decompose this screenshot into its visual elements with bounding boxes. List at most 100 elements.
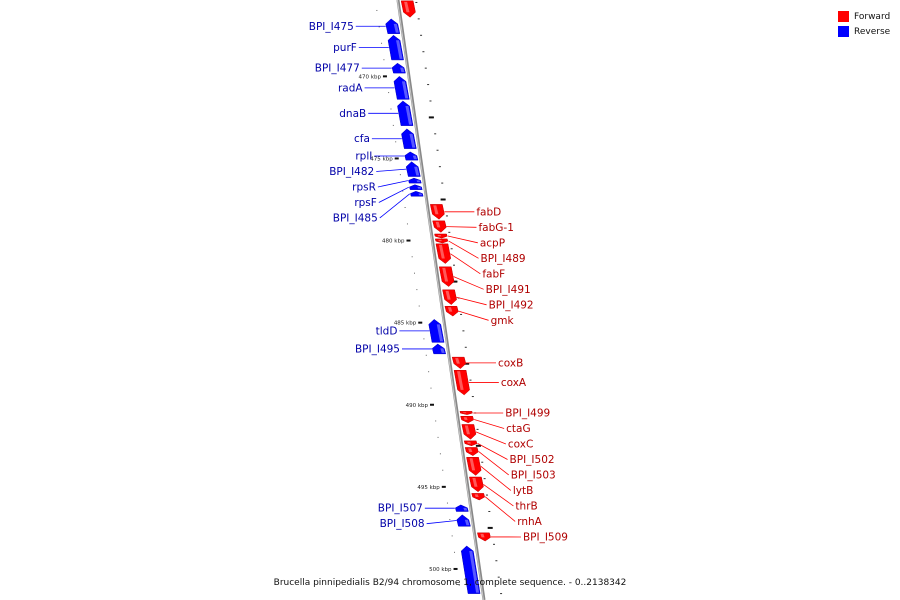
- gene-label[interactable]: coxA: [501, 377, 527, 389]
- gene-forward[interactable]: [400, 0, 416, 18]
- gene-label-leader: [475, 431, 507, 445]
- gene-features: [385, 0, 491, 594]
- gene-reverse[interactable]: [385, 18, 401, 34]
- gene-reverse[interactable]: [432, 343, 447, 355]
- gene-label[interactable]: dnaB: [339, 108, 366, 120]
- gene-forward[interactable]: [442, 289, 457, 305]
- gene-label[interactable]: rplI: [355, 150, 372, 162]
- gene-label[interactable]: cfa: [354, 133, 370, 145]
- gene-reverse[interactable]: [408, 177, 422, 184]
- gene-reverse[interactable]: [393, 76, 410, 100]
- gene-label[interactable]: BPI_I491: [486, 284, 531, 296]
- gene-arrow-highlight: [440, 348, 445, 353]
- legend-item-forward: Forward: [838, 9, 890, 24]
- gene-forward[interactable]: [444, 305, 459, 317]
- gene-label-leader: [478, 451, 509, 476]
- gene-label-leader: [453, 276, 484, 290]
- gene-forward[interactable]: [432, 220, 447, 233]
- gene-label-leader: [458, 310, 489, 321]
- gene-forward[interactable]: [459, 411, 473, 415]
- gene-arrow-highlight: [396, 40, 403, 59]
- gene-forward[interactable]: [466, 457, 482, 476]
- gene-reverse[interactable]: [409, 184, 423, 190]
- gene-reverse[interactable]: [405, 161, 421, 177]
- gene-label[interactable]: tldD: [376, 325, 398, 337]
- gene-reverse[interactable]: [391, 62, 406, 74]
- gene-forward[interactable]: [435, 243, 452, 264]
- gene-forward[interactable]: [460, 415, 474, 424]
- gene-forward[interactable]: [469, 476, 484, 493]
- gene-label[interactable]: acpP: [480, 237, 505, 249]
- gene-arrow-highlight: [447, 307, 453, 312]
- gene-forward[interactable]: [434, 233, 448, 239]
- gene-label-leader: [446, 226, 477, 228]
- gene-label[interactable]: thrB: [515, 500, 537, 512]
- gene-reverse[interactable]: [401, 128, 417, 149]
- gene-label-leader: [378, 186, 410, 203]
- gene-label[interactable]: BPI_I489: [481, 253, 526, 265]
- gene-arrow-highlight: [467, 441, 471, 444]
- gene-label[interactable]: rpsR: [352, 181, 376, 193]
- gene-label-leader: [379, 193, 411, 219]
- gene-forward[interactable]: [461, 424, 477, 440]
- gene-label[interactable]: BPI_I508: [380, 518, 425, 530]
- gene-reverse[interactable]: [455, 504, 469, 512]
- gene-reverse[interactable]: [397, 100, 414, 126]
- gene-arrow-highlight: [474, 494, 479, 498]
- gene-forward[interactable]: [453, 370, 470, 396]
- gene-label[interactable]: coxB: [498, 357, 523, 369]
- gene-label[interactable]: BPI_I482: [329, 166, 374, 178]
- gene-arrow-highlight: [393, 23, 399, 33]
- gene-arrow-highlight: [442, 267, 449, 282]
- gene-label[interactable]: BPI_I495: [355, 343, 400, 355]
- gene-reverse[interactable]: [460, 545, 481, 594]
- scale-tick-label: 475 kbp: [370, 156, 393, 162]
- gene-forward[interactable]: [434, 238, 449, 244]
- gene-label[interactable]: BPI_I477: [315, 63, 360, 75]
- gene-label-leader: [377, 180, 408, 188]
- gene-reverse[interactable]: [404, 151, 419, 161]
- gene-reverse[interactable]: [410, 191, 424, 197]
- gene-arrow-highlight: [404, 1, 410, 13]
- gene-reverse[interactable]: [428, 319, 445, 343]
- gene-forward[interactable]: [438, 266, 455, 287]
- gene-reverse[interactable]: [456, 514, 471, 527]
- gene-label-leader: [477, 442, 508, 460]
- gene-forward[interactable]: [477, 532, 491, 542]
- forward-swatch: [838, 11, 849, 22]
- gene-label[interactable]: rnhA: [517, 516, 542, 528]
- gene-arrow-highlight: [437, 234, 442, 237]
- gene-label[interactable]: lytB: [513, 485, 533, 497]
- gene-label[interactable]: radA: [338, 82, 363, 94]
- gene-label[interactable]: BPI_I499: [505, 407, 550, 419]
- gene-label-leader: [450, 253, 481, 275]
- gene-label[interactable]: ctaG: [506, 423, 530, 435]
- gene-reverse[interactable]: [387, 34, 404, 61]
- gene-forward[interactable]: [429, 204, 445, 220]
- gene-label[interactable]: rpsF: [354, 197, 377, 209]
- gene-label[interactable]: fabF: [482, 268, 505, 280]
- gene-label[interactable]: BPI_I502: [510, 454, 555, 466]
- gene-forward[interactable]: [463, 440, 478, 447]
- gene-label[interactable]: BPI_I492: [489, 299, 534, 311]
- gene-label-leader: [484, 496, 516, 522]
- gene-label[interactable]: coxC: [508, 438, 533, 450]
- gene-label[interactable]: BPI_I509: [523, 531, 568, 543]
- gene-arrow-highlight: [417, 186, 422, 189]
- gene-label[interactable]: BPI_I475: [309, 21, 354, 33]
- gene-label[interactable]: fabG-1: [478, 222, 513, 234]
- gene-label[interactable]: purF: [333, 42, 357, 54]
- chromosome-axis-highlight: [396, 0, 484, 600]
- gene-label[interactable]: fabD: [476, 206, 501, 218]
- gene-label[interactable]: BPI_I503: [511, 469, 556, 481]
- legend-label-forward: Forward: [854, 11, 891, 22]
- gene-forward[interactable]: [471, 493, 485, 501]
- gene-arrow-highlight: [463, 417, 468, 420]
- gene-arrow-highlight: [469, 550, 480, 593]
- gene-arrow-highlight: [438, 239, 442, 242]
- gene-label[interactable]: gmk: [491, 315, 515, 327]
- gene-forward[interactable]: [464, 447, 479, 456]
- gene-label[interactable]: BPI_I507: [378, 503, 423, 515]
- gene-label[interactable]: BPI_I485: [333, 212, 378, 224]
- gene-forward[interactable]: [451, 356, 467, 369]
